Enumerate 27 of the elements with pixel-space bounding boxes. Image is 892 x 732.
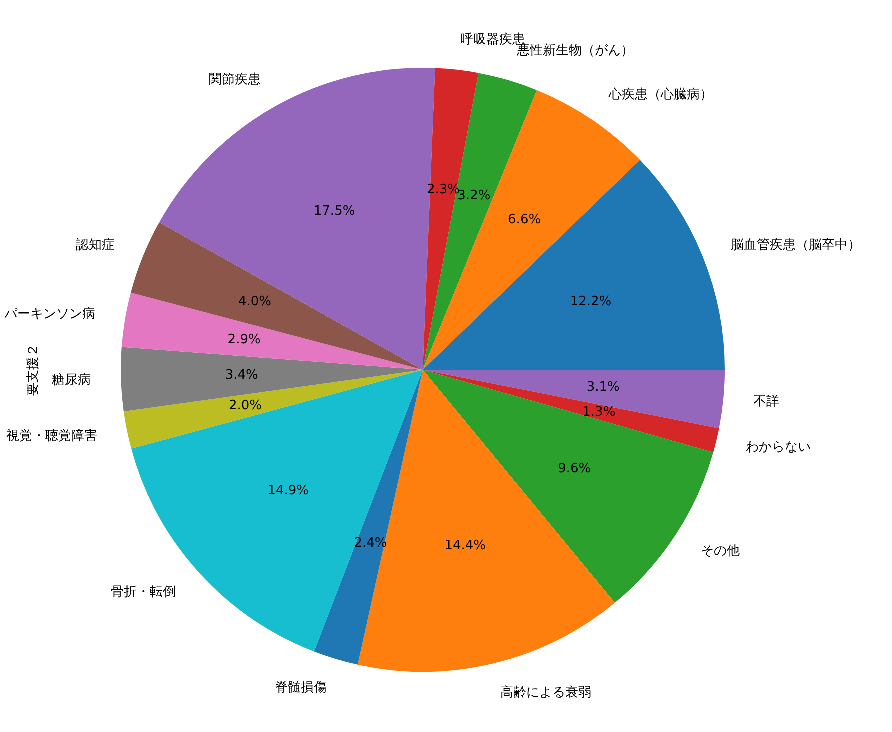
- slice-label: 視覚・聴覚障害: [6, 428, 98, 444]
- slice-label: 脳血管疾患（脳卒中）: [731, 238, 861, 253]
- slice-label: 関節疾患: [208, 72, 261, 88]
- slice-label: わからない: [746, 440, 811, 456]
- data-label: 14.4%: [444, 538, 486, 554]
- data-label: 17.5%: [314, 204, 356, 220]
- slice-label: 糖尿病: [52, 372, 91, 388]
- slice-label: 高齢による衰弱: [500, 684, 592, 700]
- slice-label: 脊髄損傷: [275, 680, 328, 696]
- slice-label: その他: [701, 544, 740, 560]
- text: 要支援２: [25, 344, 42, 396]
- data-label: 3.1%: [586, 380, 620, 396]
- data-label: 14.9%: [268, 484, 310, 499]
- data-label: 12.2%: [570, 294, 612, 310]
- slice-label: 骨折・転倒: [111, 584, 176, 600]
- data-label: 3.2%: [458, 188, 491, 204]
- data-label: 2.0%: [228, 398, 262, 414]
- data-label: 1.3%: [582, 404, 616, 420]
- slice-label: 不詳: [754, 394, 780, 410]
- data-label: 6.6%: [508, 212, 542, 228]
- slice-label: 認知症: [76, 238, 115, 253]
- data-label: 9.6%: [558, 462, 592, 477]
- slice-label: パーキンソン病: [3, 307, 96, 322]
- data-label: 4.0%: [238, 294, 272, 310]
- slice-label: 心疾患（心臓病）: [608, 86, 714, 102]
- data-label: 2.9%: [228, 332, 261, 348]
- data-label: 3.4%: [225, 368, 258, 384]
